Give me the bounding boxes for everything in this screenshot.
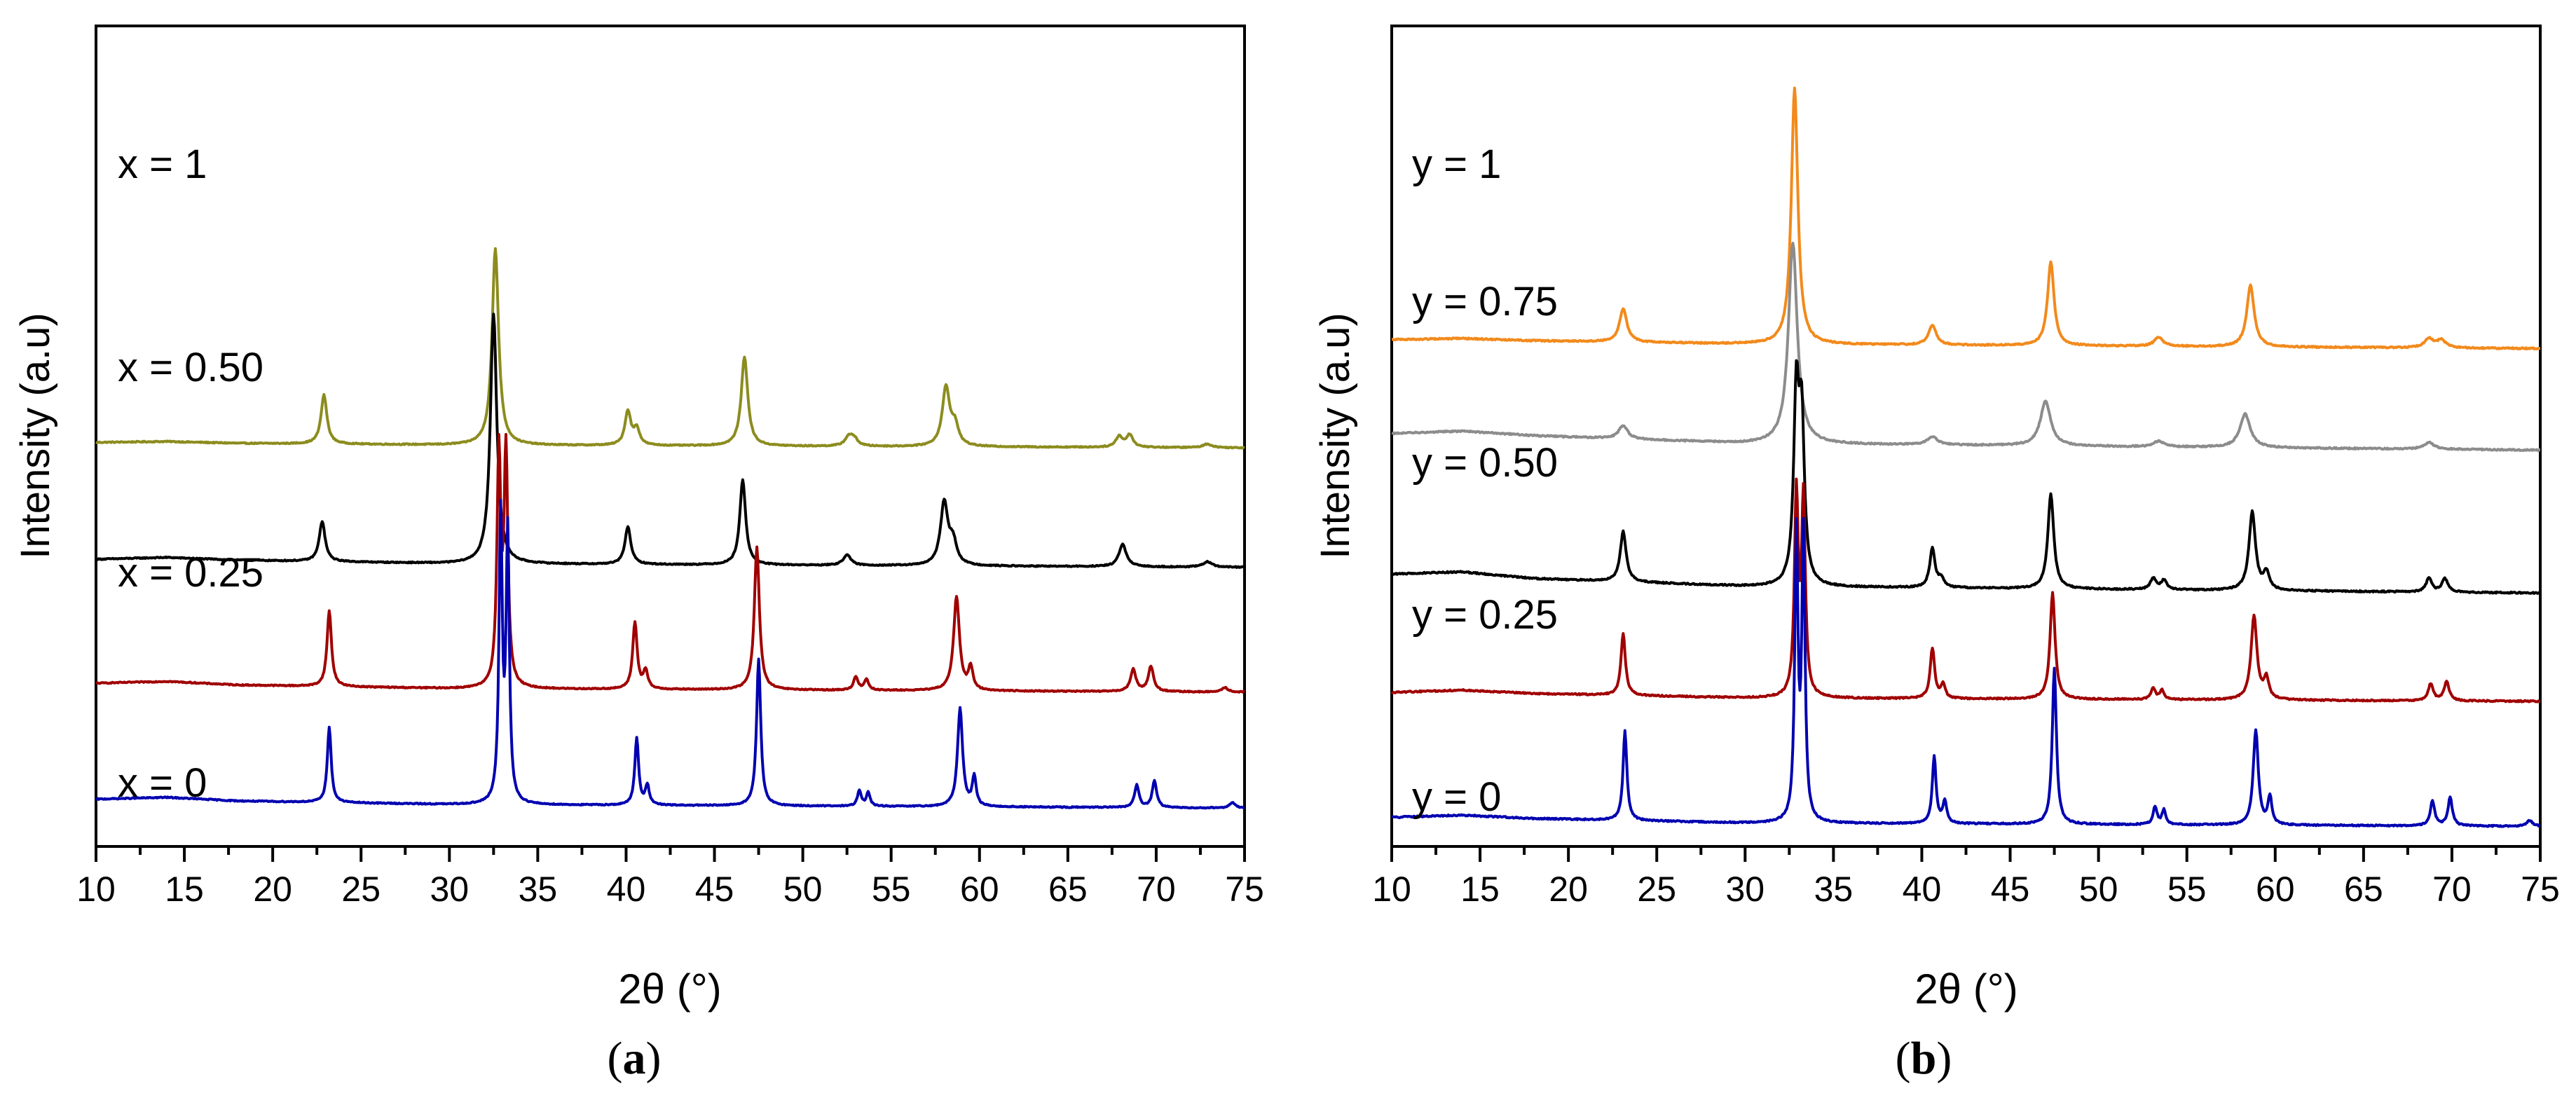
x-tick-label: 30 <box>1725 870 1765 909</box>
panel-a-x-axis-ticks: 10 15 20 25 30 35 40 45 50 55 60 65 70 75 <box>76 846 1264 909</box>
x-tick-label: 40 <box>607 870 646 909</box>
panel-b-label: (b) <box>1896 1033 1952 1084</box>
x-tick-label: 20 <box>1549 870 1588 909</box>
xrd-pattern-line <box>95 247 1245 450</box>
x-tick-label: 35 <box>519 870 558 909</box>
x-tick-label: 15 <box>1460 870 1500 909</box>
xrd-pattern-line <box>1391 86 2541 351</box>
x-tick-label: 55 <box>872 870 911 909</box>
panel-a-letter: a <box>623 1033 646 1084</box>
panel-a-plot-frame <box>95 25 1246 848</box>
panel-b-x-axis-ticks: 10 15 20 25 30 35 40 45 50 55 60 65 70 75 <box>1372 846 2560 909</box>
panel-a-x-axis-label: 2θ (°) <box>618 966 721 1013</box>
x-tick-label: 45 <box>1991 870 2030 909</box>
panel-b-x-axis-label: 2θ (°) <box>1914 966 2017 1013</box>
x-tick-label: 70 <box>1137 870 1176 909</box>
xrd-pattern-line <box>1391 516 2541 828</box>
x-tick-label: 30 <box>430 870 469 909</box>
xrd-pattern-line <box>95 498 1245 810</box>
x-tick-label: 20 <box>253 870 292 909</box>
xrd-pattern-line <box>1390 477 2541 704</box>
x-tick-label: 65 <box>1048 870 1088 909</box>
x-tick-label: 40 <box>1903 870 1942 909</box>
panel-a-y-axis-label: Intensity (a.u) <box>13 313 58 558</box>
series-label-x-0-50: x = 0.50 <box>118 345 263 390</box>
x-tick-label: 75 <box>1225 870 1264 909</box>
x-tick-label: 10 <box>76 870 116 909</box>
xrd-pattern-line <box>95 313 1245 569</box>
series-label-y-0-25: y = 0.25 <box>1412 592 1558 638</box>
x-tick-label: 25 <box>1637 870 1676 909</box>
x-tick-label: 65 <box>2344 870 2383 909</box>
xrd-pattern-line <box>95 432 1245 694</box>
x-tick-label: 50 <box>783 870 823 909</box>
xrd-pattern-line <box>1391 359 2541 595</box>
x-tick-label: 75 <box>2521 870 2560 909</box>
panel-b: 10 15 20 25 30 35 40 45 50 55 60 65 70 75 y = 1 y = 0… <box>1313 25 2560 1084</box>
x-tick-label: 25 <box>341 870 381 909</box>
xrd-pattern-line <box>1391 242 2541 453</box>
series-label-y-0-75: y = 0.75 <box>1412 279 1558 324</box>
panel-b-y-axis-label: Intensity (a.u) <box>1313 313 1358 558</box>
x-tick-label: 55 <box>2167 870 2207 909</box>
x-tick-label: 15 <box>165 870 204 909</box>
x-tick-label: 60 <box>960 870 999 909</box>
x-tick-label: 50 <box>2079 870 2118 909</box>
series-label-x-0-25: x = 0.25 <box>118 550 263 596</box>
series-label-y-0-50: y = 0.50 <box>1412 440 1558 486</box>
x-tick-label: 60 <box>2256 870 2295 909</box>
series-label-y-1: y = 1 <box>1412 142 1501 187</box>
series-label-x-0: x = 0 <box>118 760 207 806</box>
x-tick-label: 35 <box>1814 870 1854 909</box>
panel-a-label: (a) <box>608 1033 662 1084</box>
panel-b-letter: b <box>1911 1033 1937 1084</box>
x-tick-label: 45 <box>695 870 734 909</box>
panel-b-series-group <box>1390 86 2541 828</box>
x-tick-label: 10 <box>1372 870 1411 909</box>
panel-a-series-group <box>95 247 1245 810</box>
panel-a: 10 15 20 25 30 35 40 45 50 55 60 65 70 75 x = 1 x = 0… <box>13 25 1264 1084</box>
series-label-x-1: x = 1 <box>118 142 207 187</box>
x-tick-label: 70 <box>2432 870 2472 909</box>
series-label-y-0: y = 0 <box>1412 774 1501 820</box>
